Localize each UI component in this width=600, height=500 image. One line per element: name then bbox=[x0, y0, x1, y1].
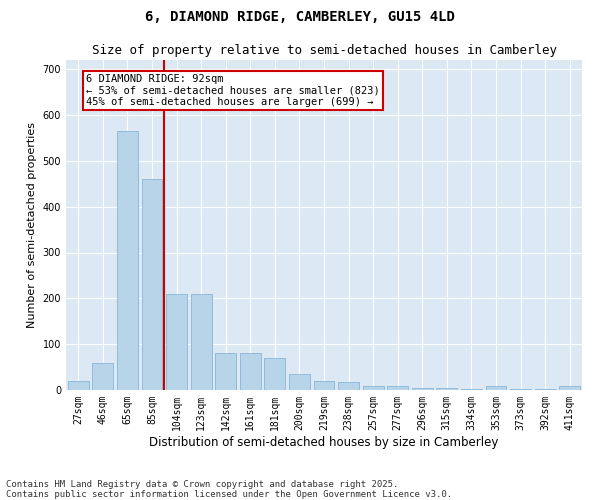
Bar bbox=[412, 388, 433, 390]
Bar bbox=[387, 386, 408, 390]
Bar bbox=[535, 389, 556, 390]
Text: 6 DIAMOND RIDGE: 92sqm
← 53% of semi-detached houses are smaller (823)
45% of se: 6 DIAMOND RIDGE: 92sqm ← 53% of semi-det… bbox=[86, 74, 379, 107]
Bar bbox=[191, 294, 212, 390]
Bar bbox=[92, 362, 113, 390]
Bar bbox=[485, 386, 506, 390]
Title: Size of property relative to semi-detached houses in Camberley: Size of property relative to semi-detach… bbox=[91, 44, 557, 58]
Bar bbox=[68, 381, 89, 390]
Bar bbox=[265, 358, 286, 390]
Bar bbox=[215, 354, 236, 390]
Bar bbox=[166, 294, 187, 390]
Text: Contains HM Land Registry data © Crown copyright and database right 2025.
Contai: Contains HM Land Registry data © Crown c… bbox=[6, 480, 452, 499]
Bar bbox=[338, 382, 359, 390]
X-axis label: Distribution of semi-detached houses by size in Camberley: Distribution of semi-detached houses by … bbox=[149, 436, 499, 448]
Bar bbox=[362, 386, 383, 390]
Bar bbox=[559, 386, 580, 390]
Y-axis label: Number of semi-detached properties: Number of semi-detached properties bbox=[27, 122, 37, 328]
Text: 6, DIAMOND RIDGE, CAMBERLEY, GU15 4LD: 6, DIAMOND RIDGE, CAMBERLEY, GU15 4LD bbox=[145, 10, 455, 24]
Bar bbox=[461, 389, 482, 390]
Bar bbox=[314, 381, 334, 390]
Bar bbox=[117, 131, 138, 390]
Bar bbox=[510, 389, 531, 390]
Bar bbox=[240, 354, 261, 390]
Bar bbox=[289, 374, 310, 390]
Bar bbox=[436, 388, 457, 390]
Bar bbox=[142, 179, 163, 390]
